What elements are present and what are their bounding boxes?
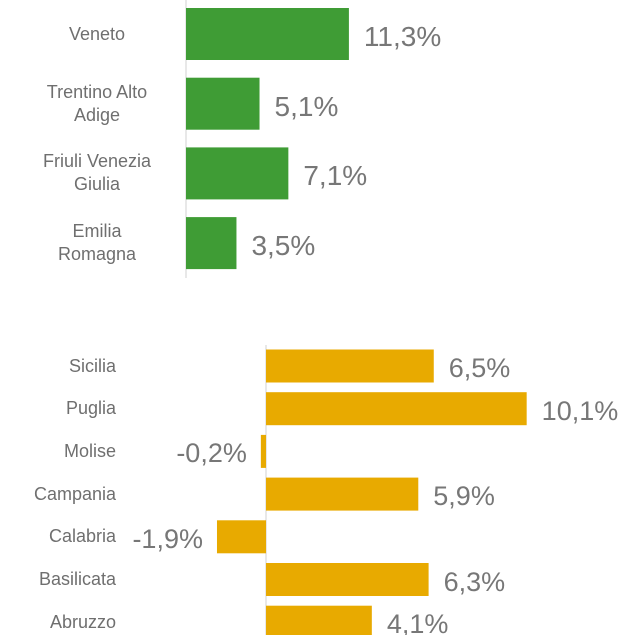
category-label: Emilia Romagna bbox=[57, 221, 137, 265]
bar bbox=[266, 392, 527, 426]
bar bbox=[260, 434, 267, 468]
value-label: 6,3% bbox=[443, 566, 506, 597]
value-label: 5,1% bbox=[274, 90, 339, 122]
bar bbox=[266, 563, 429, 596]
value-label: 10,1% bbox=[541, 395, 619, 426]
bar bbox=[186, 147, 289, 200]
category-label: Calabria bbox=[48, 526, 116, 547]
value-label: 4,1% bbox=[386, 609, 449, 635]
category-label: Puglia bbox=[65, 398, 116, 419]
category-label: Trentino Alto Adige bbox=[46, 81, 148, 125]
value-label: 3,5% bbox=[251, 230, 316, 262]
bar bbox=[266, 349, 434, 383]
value-label: -1,9% bbox=[132, 523, 203, 554]
value-label: -0,2% bbox=[176, 438, 247, 469]
bar bbox=[186, 8, 349, 60]
bar bbox=[216, 520, 267, 554]
value-label: 6,5% bbox=[448, 353, 511, 383]
category-label: Veneto bbox=[68, 23, 126, 44]
bar bbox=[186, 217, 237, 270]
value-label: 11,3% bbox=[363, 21, 442, 52]
value-label: 7,1% bbox=[303, 160, 368, 192]
bar bbox=[186, 77, 260, 130]
category-label: Abruzzo bbox=[49, 611, 116, 632]
bar bbox=[266, 477, 419, 511]
value-label: 5,9% bbox=[433, 481, 495, 512]
bar bbox=[266, 605, 372, 635]
category-label: Basilicata bbox=[38, 569, 116, 589]
category-label: Campania bbox=[33, 483, 116, 504]
category-label: Molise bbox=[63, 440, 116, 461]
category-label: Sicilia bbox=[68, 355, 116, 376]
category-label: Friuli Venezia Giulia bbox=[42, 151, 152, 195]
